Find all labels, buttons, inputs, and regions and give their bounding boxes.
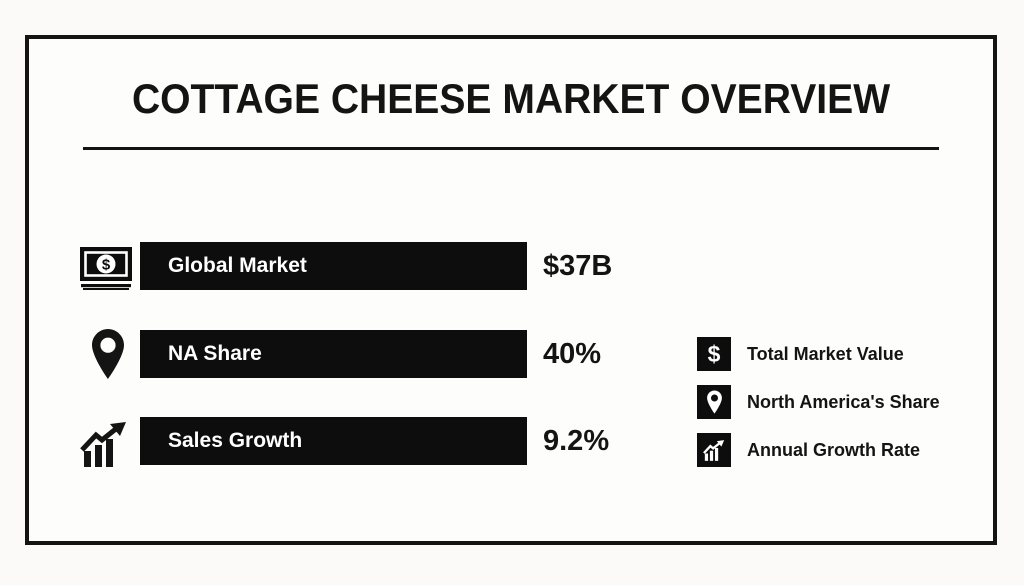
metric-bar-na-share: NA Share [140,330,527,378]
growth-chart-icon [80,422,130,472]
money-bill-icon: $ [79,244,133,295]
legend-item-north-america-share: North America's Share [697,385,940,419]
metric-label: Sales Growth [168,429,303,452]
page-title: COTTAGE CHEESE MARKET OVERVIEW [131,75,891,122]
legend-label: North America's Share [747,391,940,412]
metric-label: Global Market [168,254,307,277]
dollar-sign-icon: $ [697,337,731,371]
legend: $ Total Market Value North America's Sha… [697,337,940,481]
legend-label: Total Market Value [747,343,904,364]
metric-bar-sales-growth: Sales Growth [140,417,527,465]
location-pin-icon [697,385,731,419]
metric-value-global-market: $37B [543,250,613,282]
metric-value-sales-growth: 9.2% [543,425,610,457]
legend-item-annual-growth-rate: Annual Growth Rate [697,433,940,467]
title-underline [83,147,939,150]
infographic-frame: COTTAGE CHEESE MARKET OVERVIEW $ Global … [25,35,997,545]
metric-label: NA Share [168,342,262,365]
metric-value-na-share: 40% [543,338,602,370]
growth-chart-icon [697,433,731,467]
metric-bar-global-market: Global Market [140,242,527,290]
location-pin-icon [90,328,126,387]
legend-label: Annual Growth Rate [747,439,921,460]
legend-item-total-market-value: $ Total Market Value [697,337,940,371]
svg-text:$: $ [102,257,111,274]
